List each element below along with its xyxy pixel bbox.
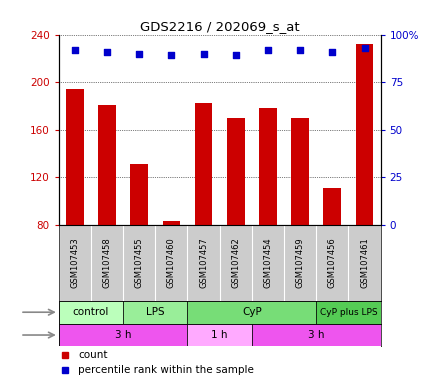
Point bbox=[296, 47, 303, 53]
Bar bbox=[130, 164, 148, 225]
Bar bbox=[123, 301, 187, 324]
Point bbox=[103, 49, 110, 55]
Bar bbox=[187, 324, 251, 346]
Point bbox=[168, 52, 174, 58]
Text: LPS: LPS bbox=[146, 307, 164, 317]
Bar bbox=[194, 104, 212, 225]
Point bbox=[135, 51, 142, 57]
Bar bbox=[98, 105, 115, 225]
Bar bbox=[355, 44, 372, 225]
Point bbox=[264, 47, 271, 53]
Text: percentile rank within the sample: percentile rank within the sample bbox=[78, 365, 253, 375]
Text: 3 h: 3 h bbox=[307, 330, 324, 340]
Bar bbox=[259, 108, 276, 225]
Point bbox=[71, 47, 78, 53]
Text: GSM107461: GSM107461 bbox=[359, 237, 368, 288]
Text: count: count bbox=[78, 350, 107, 360]
Point bbox=[232, 52, 239, 58]
Text: 3 h: 3 h bbox=[115, 330, 131, 340]
Bar bbox=[59, 324, 187, 346]
Text: control: control bbox=[72, 307, 109, 317]
Text: GSM107456: GSM107456 bbox=[327, 237, 336, 288]
Text: GSM107459: GSM107459 bbox=[295, 237, 304, 288]
Text: GSM107462: GSM107462 bbox=[231, 237, 240, 288]
Text: GSM107457: GSM107457 bbox=[199, 237, 207, 288]
Text: GSM107458: GSM107458 bbox=[102, 237, 111, 288]
Bar bbox=[227, 118, 244, 225]
Point bbox=[360, 45, 367, 51]
Point bbox=[200, 51, 207, 57]
Text: 1 h: 1 h bbox=[211, 330, 227, 340]
Bar bbox=[162, 221, 180, 225]
Bar bbox=[251, 324, 380, 346]
Text: GSM107454: GSM107454 bbox=[263, 237, 272, 288]
Title: GDS2216 / 202069_s_at: GDS2216 / 202069_s_at bbox=[140, 20, 299, 33]
Bar bbox=[316, 301, 380, 324]
Text: GSM107455: GSM107455 bbox=[135, 237, 143, 288]
Text: CyP: CyP bbox=[241, 307, 261, 317]
Bar bbox=[66, 89, 83, 225]
Text: GSM107460: GSM107460 bbox=[167, 237, 175, 288]
Bar bbox=[187, 301, 316, 324]
Bar bbox=[291, 118, 308, 225]
Text: CyP plus LPS: CyP plus LPS bbox=[319, 308, 376, 317]
Text: GSM107453: GSM107453 bbox=[70, 237, 79, 288]
Bar bbox=[323, 188, 340, 225]
Bar bbox=[59, 301, 123, 324]
Point bbox=[328, 49, 335, 55]
